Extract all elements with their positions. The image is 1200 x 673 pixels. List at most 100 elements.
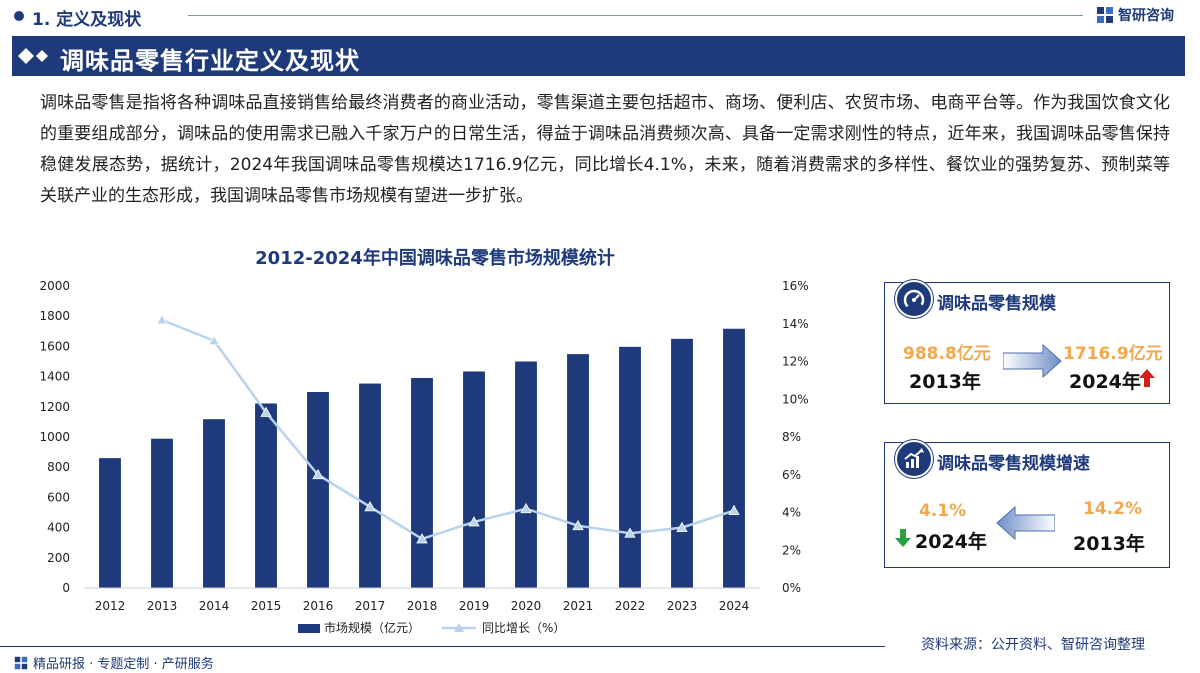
legend-swatch-bar bbox=[298, 624, 320, 633]
intro-paragraph: 调味品零售是指将各种调味品直接销售给最终消费者的商业活动，零售渠道主要包括超市、… bbox=[40, 93, 1170, 206]
bar bbox=[515, 361, 537, 588]
growth-left-year: 2024年 bbox=[915, 531, 987, 553]
bar bbox=[307, 392, 329, 588]
gauge-icon bbox=[895, 280, 933, 318]
brand-logo: 智研咨询 bbox=[1096, 5, 1174, 25]
brand-mark-icon bbox=[1097, 7, 1113, 23]
x-tick-label: 2019 bbox=[459, 599, 490, 613]
left-tick-label: 0 bbox=[62, 581, 70, 595]
bar bbox=[151, 438, 173, 588]
x-tick-label: 2015 bbox=[251, 599, 282, 613]
x-tick-label: 2018 bbox=[407, 599, 438, 613]
growth-point bbox=[208, 334, 220, 346]
bar bbox=[411, 377, 433, 588]
bar-series bbox=[99, 328, 745, 588]
x-tick-label: 2014 bbox=[199, 599, 230, 613]
left-tick-label: 1400 bbox=[39, 370, 70, 384]
scale-card: 调味品零售规模 988.8亿元 2013年 1716.9亿元 2024年 bbox=[884, 280, 1170, 404]
bar bbox=[359, 383, 381, 588]
x-tick-label: 2012 bbox=[95, 599, 126, 613]
right-tick-label: 6% bbox=[782, 468, 801, 482]
card-header: 调味品零售规模 bbox=[885, 280, 1169, 318]
x-tick-label: 2022 bbox=[615, 599, 646, 613]
legend-marker-line bbox=[454, 623, 464, 632]
title-banner bbox=[12, 36, 1185, 76]
arrow-left-icon bbox=[996, 505, 1055, 541]
left-tick-label: 1800 bbox=[39, 309, 70, 323]
brand-mark-icon bbox=[14, 656, 28, 669]
growth-left-value: 4.1% bbox=[919, 501, 967, 521]
scale-from-year: 2013年 bbox=[909, 371, 981, 393]
growth-point bbox=[364, 501, 376, 512]
bar bbox=[255, 403, 277, 588]
left-tick-label: 200 bbox=[47, 551, 70, 565]
bar bbox=[671, 338, 693, 588]
legend-label-line: 同比增长（%） bbox=[482, 621, 565, 635]
diamond-decoration-icon bbox=[18, 48, 48, 64]
right-tick-label: 0% bbox=[782, 581, 801, 595]
growth-card: 调味品零售规模增速 4.1% 2024年 14.2% 2013年 bbox=[884, 440, 1170, 568]
left-tick-label: 600 bbox=[47, 490, 70, 504]
left-tick-label: 800 bbox=[47, 460, 70, 474]
growth-right-year: 2013年 bbox=[1073, 533, 1145, 555]
bar bbox=[619, 346, 641, 588]
bar bbox=[203, 419, 225, 588]
x-tick-label: 2013 bbox=[147, 599, 178, 613]
left-tick-label: 1600 bbox=[39, 339, 70, 353]
banner-title: 调味品零售行业定义及现状 bbox=[60, 47, 360, 75]
growth-chart-icon bbox=[895, 440, 933, 478]
footer-divider bbox=[0, 646, 885, 647]
arrow-right-icon bbox=[1003, 343, 1062, 379]
chart-legend: 市场规模（亿元） 同比增长（%） bbox=[298, 620, 565, 635]
x-tick-label: 2024 bbox=[719, 599, 750, 613]
market-scale-chart: 0 200 400 600 800 1000 1200 1400 1600 1800 2000 0%… bbox=[39, 279, 809, 635]
header-divider bbox=[188, 15, 1083, 16]
section-title: 1. 定义及现状 bbox=[32, 10, 142, 30]
x-tick-label: 2020 bbox=[511, 599, 542, 613]
left-tick-label: 1200 bbox=[39, 400, 70, 414]
x-tick-label: 2021 bbox=[563, 599, 594, 613]
x-tick-label: 2016 bbox=[303, 599, 334, 613]
line-series bbox=[156, 314, 740, 544]
arrow-down-icon bbox=[895, 529, 911, 547]
arrow-up-icon bbox=[1139, 369, 1155, 387]
bar bbox=[463, 371, 485, 588]
data-source: 资料来源：公开资料、智研咨询整理 bbox=[921, 637, 1145, 653]
scale-card-title: 调味品零售规模 bbox=[937, 294, 1056, 314]
growth-point bbox=[416, 533, 428, 544]
bar bbox=[99, 458, 121, 588]
right-tick-label: 12% bbox=[782, 355, 809, 369]
right-tick-label: 16% bbox=[782, 279, 809, 293]
right-axis: 0% 2% 4% 6% 8% 10% 12% 14% 16% bbox=[782, 279, 809, 595]
left-tick-label: 1000 bbox=[39, 430, 70, 444]
growth-point bbox=[624, 527, 636, 538]
right-tick-label: 10% bbox=[782, 392, 809, 406]
x-tick-label: 2023 bbox=[667, 599, 698, 613]
growth-point bbox=[572, 519, 584, 531]
footer-tagline-text: 精品研报 · 专题定制 · 产研服务 bbox=[33, 657, 214, 672]
growth-point bbox=[312, 468, 324, 480]
growth-point bbox=[156, 314, 168, 325]
section-bullet bbox=[14, 11, 24, 21]
right-tick-label: 2% bbox=[782, 543, 801, 557]
right-tick-label: 8% bbox=[782, 430, 801, 444]
growth-point bbox=[520, 502, 532, 514]
chart-title: 2012-2024年中国调味品零售市场规模统计 bbox=[255, 248, 615, 269]
left-tick-label: 2000 bbox=[39, 279, 70, 293]
bar bbox=[567, 354, 589, 588]
card-header: 调味品零售规模增速 bbox=[885, 440, 1169, 478]
growth-right-value: 14.2% bbox=[1083, 499, 1142, 519]
growth-point bbox=[468, 516, 480, 527]
left-axis: 0 200 400 600 800 1000 1200 1400 1600 1800 2000 bbox=[39, 279, 70, 595]
scale-to-value: 1716.9亿元 bbox=[1063, 344, 1163, 364]
growth-point bbox=[260, 406, 272, 417]
right-tick-label: 4% bbox=[782, 506, 801, 520]
bar bbox=[723, 328, 745, 588]
x-tick-label: 2017 bbox=[355, 599, 386, 613]
legend-label-bar: 市场规模（亿元） bbox=[324, 620, 420, 635]
scale-from-value: 988.8亿元 bbox=[903, 344, 991, 364]
x-axis-labels: 2012 2013 2014 2015 2016 2017 2018 2019 2020 2021… bbox=[84, 587, 760, 613]
scale-to-year: 2024年 bbox=[1069, 371, 1141, 393]
growth-line bbox=[161, 318, 735, 541]
left-tick-label: 400 bbox=[47, 521, 70, 535]
